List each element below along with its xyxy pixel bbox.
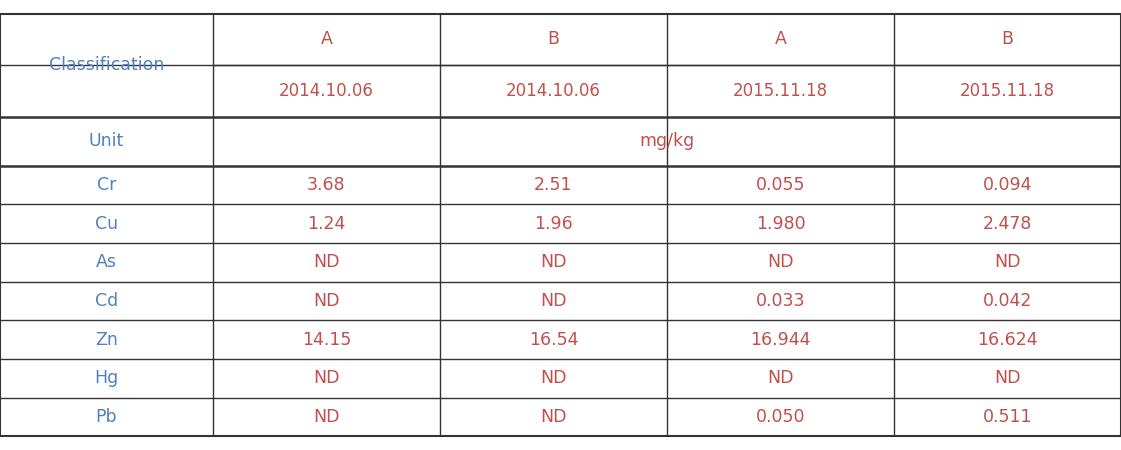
Text: As: As <box>96 253 117 271</box>
Text: 2.51: 2.51 <box>535 176 573 194</box>
Text: Cr: Cr <box>96 176 117 194</box>
Text: A: A <box>321 31 333 49</box>
Text: 16.944: 16.944 <box>750 331 810 349</box>
Text: ND: ND <box>540 369 567 387</box>
Text: 1.24: 1.24 <box>307 215 345 233</box>
Text: 0.033: 0.033 <box>756 292 805 310</box>
Text: 0.511: 0.511 <box>983 408 1032 426</box>
Text: Unit: Unit <box>89 132 124 150</box>
Text: Pb: Pb <box>95 408 118 426</box>
Text: Cu: Cu <box>95 215 118 233</box>
Text: ND: ND <box>994 253 1021 271</box>
Text: Hg: Hg <box>94 369 119 387</box>
Text: ND: ND <box>313 253 340 271</box>
Text: 0.055: 0.055 <box>756 176 805 194</box>
Text: Cd: Cd <box>95 292 118 310</box>
Text: 14.15: 14.15 <box>302 331 351 349</box>
Text: ND: ND <box>540 408 567 426</box>
Text: ND: ND <box>767 253 794 271</box>
Text: B: B <box>547 31 559 49</box>
Text: Classification: Classification <box>49 56 164 74</box>
Text: 2014.10.06: 2014.10.06 <box>279 82 374 100</box>
Text: B: B <box>1001 31 1013 49</box>
Text: ND: ND <box>767 369 794 387</box>
Text: 16.54: 16.54 <box>529 331 578 349</box>
Text: 2.478: 2.478 <box>983 215 1032 233</box>
Text: 1.96: 1.96 <box>534 215 573 233</box>
Text: ND: ND <box>313 408 340 426</box>
Text: A: A <box>775 31 787 49</box>
Text: 0.094: 0.094 <box>983 176 1032 194</box>
Text: 0.042: 0.042 <box>983 292 1032 310</box>
Text: 2014.10.06: 2014.10.06 <box>506 82 601 100</box>
Text: 0.050: 0.050 <box>756 408 805 426</box>
Text: 2015.11.18: 2015.11.18 <box>960 82 1055 100</box>
Text: 3.68: 3.68 <box>307 176 345 194</box>
Text: Zn: Zn <box>95 331 118 349</box>
Text: mg/kg: mg/kg <box>639 132 695 150</box>
Text: ND: ND <box>540 292 567 310</box>
Text: ND: ND <box>540 253 567 271</box>
Text: ND: ND <box>313 369 340 387</box>
Text: 16.624: 16.624 <box>978 331 1038 349</box>
Text: 1.980: 1.980 <box>756 215 805 233</box>
Text: ND: ND <box>994 369 1021 387</box>
Text: ND: ND <box>313 292 340 310</box>
Text: 2015.11.18: 2015.11.18 <box>733 82 828 100</box>
